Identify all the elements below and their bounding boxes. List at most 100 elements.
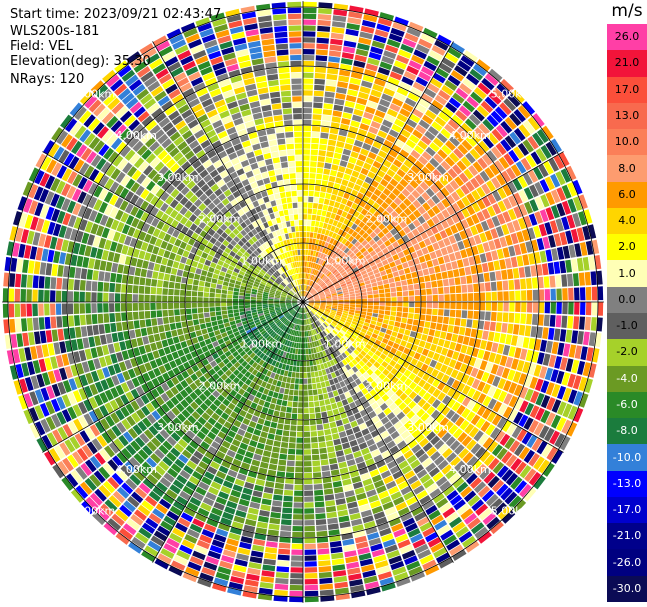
velocity-gate (502, 280, 509, 291)
velocity-gate (506, 221, 516, 234)
velocity-gate (351, 223, 358, 231)
velocity-gate (450, 302, 456, 309)
velocity-gate (374, 78, 386, 87)
velocity-gate (495, 226, 504, 237)
velocity-gate (312, 120, 321, 126)
velocity-gate (584, 271, 591, 286)
velocity-gate (544, 289, 551, 301)
velocity-gate (381, 227, 390, 235)
velocity-gate (405, 254, 413, 262)
velocity-gate (282, 394, 289, 401)
velocity-gate (427, 126, 439, 137)
velocity-gate (329, 314, 335, 318)
velocity-gate (355, 272, 362, 278)
velocity-gate (317, 548, 330, 555)
velocity-gate (393, 60, 407, 70)
velocity-gate (201, 270, 208, 276)
velocity-gate (545, 191, 556, 206)
velocity-gate (279, 411, 286, 418)
velocity-gate (395, 183, 405, 192)
velocity-gate (512, 371, 522, 383)
velocity-gate (426, 82, 440, 94)
velocity-gate (373, 305, 379, 310)
velocity-gate (425, 281, 432, 289)
velocity-gate (326, 296, 332, 299)
velocity-gate (378, 285, 384, 290)
velocity-gate (571, 359, 580, 374)
velocity-gate (319, 192, 326, 198)
velocity-gate (323, 277, 329, 283)
velocity-gate (215, 288, 222, 294)
velocity-gate (408, 222, 416, 231)
velocity-gate (372, 115, 384, 124)
velocity-gate (561, 200, 572, 215)
velocity-gate (296, 449, 303, 455)
velocity-gate (188, 326, 195, 333)
velocity-gate (396, 87, 409, 97)
velocity-gate (331, 26, 345, 34)
velocity-gate (207, 327, 214, 333)
velocity-gate (494, 353, 502, 365)
velocity-gate (325, 294, 332, 297)
velocity-gate (92, 270, 99, 281)
velocity-gate (250, 304, 257, 308)
velocity-gate (197, 302, 203, 308)
velocity-gate (303, 285, 305, 291)
velocity-gate (117, 331, 125, 342)
velocity-gate (331, 253, 337, 259)
velocity-gate (497, 200, 507, 212)
velocity-gate (304, 596, 319, 603)
velocity-gate (399, 149, 410, 159)
velocity-gate (530, 265, 537, 277)
velocity-gate (308, 299, 314, 301)
velocity-gate (513, 384, 523, 397)
velocity-gate (256, 304, 262, 307)
velocity-gate (466, 439, 477, 451)
velocity-gate (509, 290, 515, 301)
velocity-gate (512, 178, 523, 191)
velocity-gate (333, 438, 341, 446)
velocity-gate (462, 385, 471, 395)
velocity-gate (311, 309, 317, 314)
velocity-gate (316, 382, 322, 389)
velocity-gate (493, 332, 501, 343)
velocity-gate (443, 316, 449, 325)
velocity-gate (138, 285, 145, 294)
velocity-gate (413, 375, 422, 385)
velocity-gate (529, 184, 539, 198)
velocity-gate (429, 359, 438, 368)
velocity-gate (370, 347, 377, 354)
velocity-gate (334, 201, 341, 209)
velocity-gate (427, 350, 435, 359)
velocity-gate (318, 240, 323, 246)
velocity-gate (359, 317, 365, 322)
velocity-gate (150, 342, 158, 351)
velocity-gate (372, 83, 384, 93)
velocity-gate (307, 384, 313, 390)
velocity-gate (285, 472, 294, 479)
velocity-gate (303, 366, 307, 373)
velocity-gate (367, 151, 377, 160)
velocity-gate (505, 258, 512, 269)
velocity-gate (479, 170, 490, 182)
velocity-gate (328, 231, 334, 238)
velocity-gate (88, 336, 96, 348)
velocity-gate (501, 367, 510, 379)
velocity-gate (378, 223, 386, 231)
velocity-gate (332, 305, 338, 308)
velocity-gate (356, 298, 362, 302)
velocity-gate (491, 128, 504, 142)
velocity-gate (255, 423, 263, 431)
velocity-gate (234, 315, 241, 321)
velocity-gate (339, 69, 351, 77)
velocity-gate (565, 230, 574, 244)
velocity-gate (492, 376, 501, 387)
velocity-gate (367, 327, 374, 333)
velocity-gate (314, 299, 320, 301)
velocity-gate (303, 84, 313, 90)
velocity-gate (470, 443, 482, 455)
velocity-gate (303, 226, 307, 232)
velocity-gate (312, 308, 317, 313)
velocity-gate (330, 38, 343, 46)
velocity-gate (319, 306, 326, 309)
